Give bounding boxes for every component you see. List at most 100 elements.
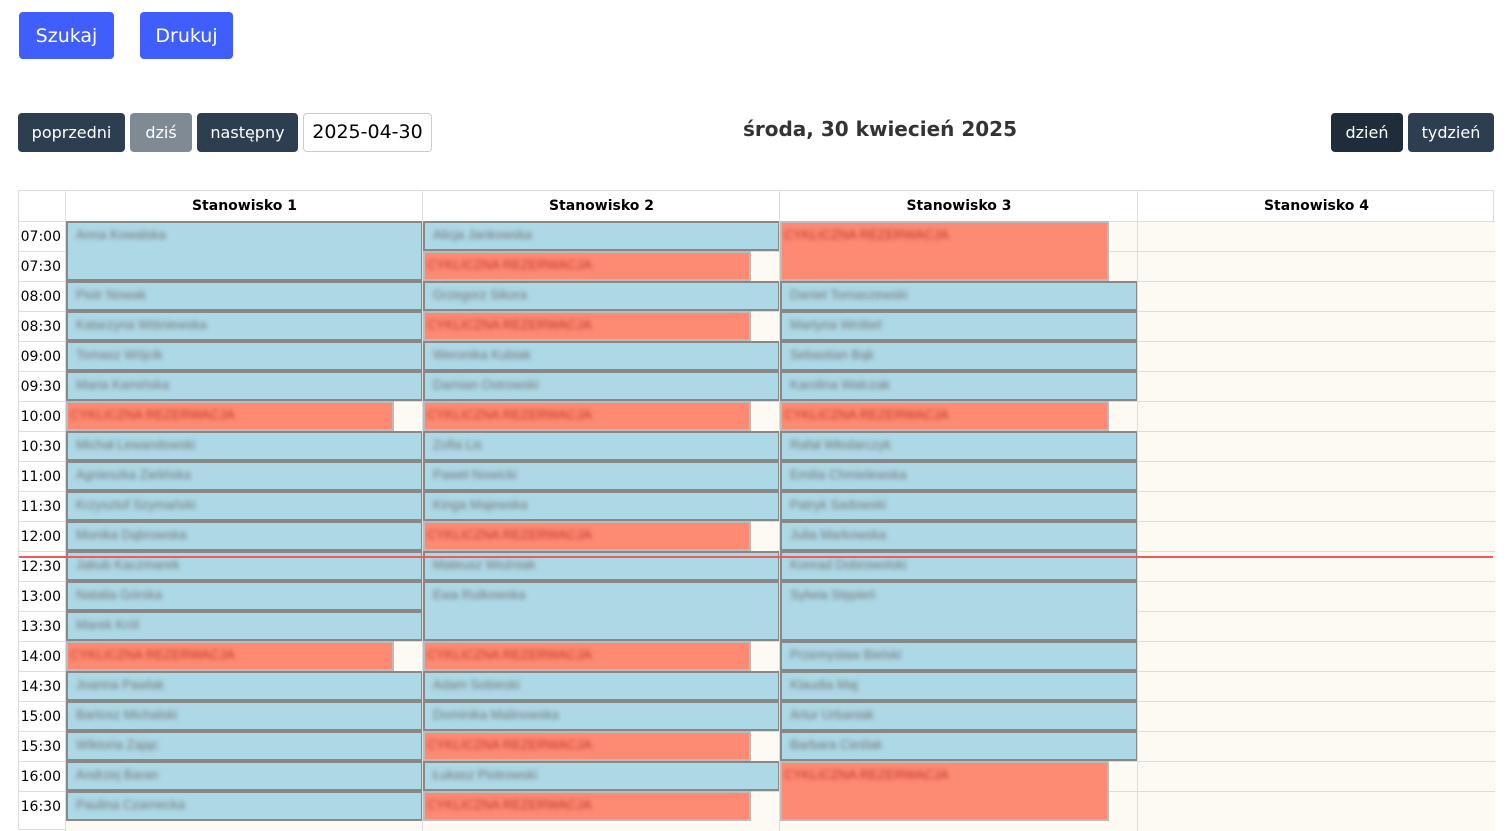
time-label: 12:30 — [19, 551, 65, 581]
column-1[interactable]: Anna Kowalska Piotr Nowak Katarzyna Wiśnie… — [65, 221, 423, 831]
reservation[interactable]: Kinga Majewska — [423, 491, 780, 521]
column-4[interactable] — [1137, 221, 1495, 831]
column-3[interactable]: CYKLICZNA REZERWACJA Daniel Tomaszewski Ma… — [779, 221, 1138, 831]
reservation[interactable]: Emilia Chmielewska — [780, 461, 1138, 491]
reservation-label: Grzegorz Sikora — [433, 287, 527, 302]
reservation[interactable]: Karolina Walczak — [780, 371, 1138, 401]
reservation[interactable]: Joanna Pawlak — [66, 671, 423, 701]
reservation[interactable]: Weronika Kubiak — [423, 341, 780, 371]
reservation[interactable]: Sylwia Stępień — [780, 581, 1138, 641]
reservation[interactable]: Adam Sobieski — [423, 671, 780, 701]
cyclic-reservation[interactable]: CYKLICZNA REZERWACJA — [423, 641, 751, 671]
cyclic-reservation[interactable]: CYKLICZNA REZERWACJA — [780, 761, 1109, 821]
reservation[interactable]: Katarzyna Wiśniewska — [66, 311, 423, 341]
week-view-button[interactable]: tydzień — [1408, 113, 1494, 152]
reservation[interactable]: Martyna Wróbel — [780, 311, 1138, 341]
reservation-label: Wiktoria Zając — [76, 737, 159, 752]
date-input[interactable]: 2025-04-30 — [303, 113, 432, 152]
reservation-label: Mateusz Woźniak — [433, 557, 536, 572]
previous-button[interactable]: poprzedni — [18, 113, 125, 152]
reservation[interactable]: Marek Król — [66, 611, 423, 641]
reservation-label: Alicja Jankowska — [433, 227, 532, 242]
column-header: Stanowisko 3 — [779, 191, 1138, 221]
reservation[interactable]: Konrad Dobrowolski — [780, 551, 1138, 581]
reservation-label: Paulina Czarnecka — [76, 797, 186, 812]
cyclic-reservation[interactable]: CYKLICZNA REZERWACJA — [780, 221, 1109, 281]
reservation[interactable]: Agnieszka Zielińska — [66, 461, 423, 491]
reservation[interactable]: Ewa Rutkowska — [423, 581, 780, 641]
cyclic-reservation[interactable]: CYKLICZNA REZERWACJA — [66, 641, 394, 671]
calendar-grid: 07:00 07:30 08:00 08:30 09:00 09:30 10:00 10:30… — [18, 190, 1495, 831]
time-label: 15:00 — [19, 701, 65, 731]
reservation[interactable]: Anna Kowalska — [66, 221, 423, 281]
slot-line — [1138, 731, 1495, 732]
reservation-label: Piotr Nowak — [76, 287, 147, 302]
slot-line — [1138, 431, 1495, 432]
reservation[interactable]: Andrzej Baran — [66, 761, 423, 791]
next-button[interactable]: następny — [197, 113, 298, 152]
slot-line — [1138, 701, 1495, 702]
reservation-label: Ewa Rutkowska — [433, 587, 526, 602]
time-label: 15:30 — [19, 731, 65, 761]
reservation[interactable]: Rafał Włodarczyk — [780, 431, 1138, 461]
reservation[interactable]: Barbara Cieślak — [780, 731, 1138, 761]
search-button[interactable]: Szukaj — [19, 12, 114, 59]
reservation-label: Tomasz Wójcik — [76, 347, 163, 362]
reservation[interactable]: Monika Dąbrowska — [66, 521, 423, 551]
reservation[interactable]: Daniel Tomaszewski — [780, 281, 1138, 311]
reservation[interactable]: Paweł Nowicki — [423, 461, 780, 491]
cyclic-reservation[interactable]: CYKLICZNA REZERWACJA — [423, 251, 751, 281]
column-2[interactable]: Alicja Jankowska CYKLICZNA REZERWACJA Grze… — [422, 221, 780, 831]
reservation-label: Maria Kamińska — [76, 377, 170, 392]
cyclic-reservation[interactable]: CYKLICZNA REZERWACJA — [423, 521, 751, 551]
reservation[interactable]: Patryk Sadowski — [780, 491, 1138, 521]
reservation[interactable]: Maria Kamińska — [66, 371, 423, 401]
today-button[interactable]: dziś — [130, 113, 192, 152]
reservation[interactable]: Sebastian Bąk — [780, 341, 1138, 371]
reservation-label: Karolina Walczak — [790, 377, 890, 392]
reservation[interactable]: Przemysław Bielski — [780, 641, 1138, 671]
reservation-label: CYKLICZNA REZERWACJA — [784, 407, 949, 422]
reservation-label: Rafał Włodarczyk — [790, 437, 892, 452]
slot-line — [1138, 401, 1495, 402]
slot-line — [1138, 761, 1495, 762]
reservation[interactable]: Krzysztof Szymański — [66, 491, 423, 521]
reservation[interactable]: Alicja Jankowska — [423, 221, 780, 251]
reservation-label: Daniel Tomaszewski — [790, 287, 908, 302]
reservation[interactable]: Michał Lewandowski — [66, 431, 423, 461]
reservation[interactable]: Bartosz Michalski — [66, 701, 423, 731]
print-button[interactable]: Drukuj — [140, 12, 233, 59]
time-label: 13:30 — [19, 611, 65, 641]
reservation[interactable]: Paulina Czarnecka — [66, 791, 423, 821]
reservation-label: CYKLICZNA REZERWACJA — [427, 257, 592, 272]
reservation[interactable]: Łukasz Piotrowski — [423, 761, 780, 791]
reservation[interactable]: Artur Urbaniak — [780, 701, 1138, 731]
time-label: 14:00 — [19, 641, 65, 671]
column-header: Stanowisko 4 — [1137, 191, 1495, 221]
reservation[interactable]: Grzegorz Sikora — [423, 281, 780, 311]
reservation[interactable]: Natalia Górska — [66, 581, 423, 611]
cyclic-reservation[interactable]: CYKLICZNA REZERWACJA — [66, 401, 394, 431]
reservation[interactable]: Dominika Malinowska — [423, 701, 780, 731]
reservation[interactable]: Tomasz Wójcik — [66, 341, 423, 371]
reservation-label: Klaudia Maj — [790, 677, 858, 692]
reservation[interactable]: Piotr Nowak — [66, 281, 423, 311]
time-label: 11:00 — [19, 461, 65, 491]
reservation[interactable]: Wiktoria Zając — [66, 731, 423, 761]
cyclic-reservation[interactable]: CYKLICZNA REZERWACJA — [423, 731, 751, 761]
reservation-label: CYKLICZNA REZERWACJA — [427, 527, 592, 542]
time-label: 16:00 — [19, 761, 65, 791]
cyclic-reservation[interactable]: CYKLICZNA REZERWACJA — [423, 311, 751, 341]
cyclic-reservation[interactable]: CYKLICZNA REZERWACJA — [423, 401, 751, 431]
cyclic-reservation[interactable]: CYKLICZNA REZERWACJA — [423, 791, 751, 821]
day-view-button[interactable]: dzień — [1331, 113, 1403, 152]
reservation[interactable]: Klaudia Maj — [780, 671, 1138, 701]
reservation[interactable]: Damian Ostrowski — [423, 371, 780, 401]
reservation-label: CYKLICZNA REZERWACJA — [784, 227, 949, 242]
slot-line — [1138, 611, 1495, 612]
reservation-label: CYKLICZNA REZERWACJA — [70, 647, 235, 662]
reservation[interactable]: Zofia Lis — [423, 431, 780, 461]
cyclic-reservation[interactable]: CYKLICZNA REZERWACJA — [780, 401, 1109, 431]
reservation-label: CYKLICZNA REZERWACJA — [784, 767, 949, 782]
reservation[interactable]: Julia Markowska — [780, 521, 1138, 551]
